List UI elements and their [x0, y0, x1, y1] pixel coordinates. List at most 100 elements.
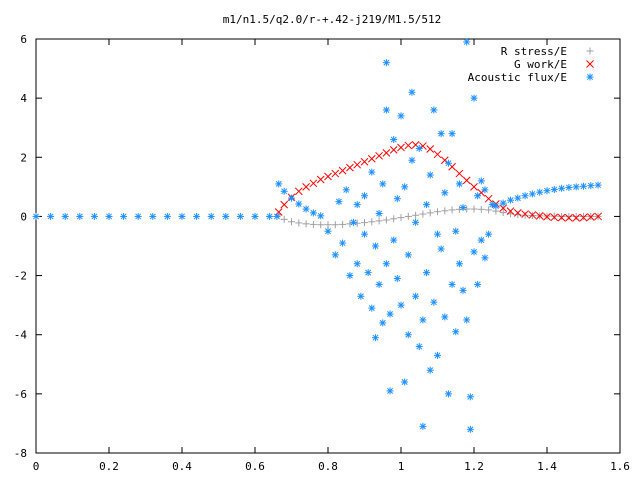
data-point	[477, 236, 485, 244]
data-point	[430, 298, 438, 306]
data-point	[448, 280, 456, 288]
y-tick-label: 4	[20, 92, 27, 105]
data-point	[401, 378, 409, 386]
data-point	[558, 184, 566, 192]
data-point	[437, 245, 445, 253]
data-point	[346, 272, 354, 280]
data-point	[360, 157, 369, 166]
data-point	[331, 251, 339, 259]
data-point	[266, 212, 274, 220]
data-point	[316, 175, 325, 184]
data-point	[434, 230, 441, 238]
data-point	[594, 181, 602, 189]
data-point	[441, 313, 449, 321]
data-point	[193, 212, 201, 220]
data-point	[335, 198, 343, 206]
data-point	[412, 292, 420, 300]
data-point	[76, 212, 84, 220]
data-point	[379, 180, 387, 188]
data-point	[433, 150, 442, 159]
data-point	[389, 146, 398, 154]
data-point	[382, 148, 391, 157]
data-layer	[32, 38, 602, 433]
data-point	[317, 221, 325, 229]
data-point	[375, 217, 383, 225]
data-point	[382, 106, 390, 114]
data-point	[572, 214, 581, 222]
data-point	[149, 212, 157, 220]
y-tick-label: -6	[14, 388, 27, 401]
axes: 0 0.2 0.4 0.6 0.8 1 1.2 1.4 1.6 -8 -6 -4 -2 0 2 4 6	[14, 33, 630, 473]
data-point	[485, 230, 493, 238]
data-point	[550, 212, 558, 220]
data-point	[441, 207, 449, 215]
data-point	[514, 194, 522, 202]
data-point	[339, 220, 347, 228]
data-point	[339, 239, 347, 247]
data-point	[513, 209, 522, 217]
data-point	[275, 180, 283, 188]
data-point	[536, 188, 544, 196]
y-tick-label: -2	[14, 270, 27, 283]
series-1	[274, 141, 602, 222]
data-point	[557, 213, 566, 222]
data-point	[419, 422, 427, 430]
data-point	[134, 212, 142, 220]
data-point	[324, 172, 332, 181]
data-point	[178, 212, 186, 220]
data-point	[565, 214, 573, 222]
data-point	[412, 218, 420, 226]
data-point	[441, 189, 449, 197]
data-point	[367, 154, 376, 163]
data-point	[361, 230, 368, 238]
data-point	[361, 219, 368, 227]
y-tick-label: -4	[14, 329, 28, 342]
data-point	[426, 366, 434, 374]
data-point	[488, 201, 496, 209]
x-tick-label: 1.2	[464, 460, 484, 473]
data-point	[423, 269, 431, 277]
y-tick-label: 2	[20, 151, 27, 164]
data-point	[587, 182, 595, 190]
data-point	[470, 205, 478, 213]
data-point	[430, 106, 438, 114]
data-point	[222, 212, 230, 220]
data-point	[346, 163, 354, 172]
data-point	[521, 192, 529, 200]
data-point	[521, 211, 529, 219]
data-point	[309, 179, 318, 188]
data-point	[375, 280, 383, 288]
data-point	[90, 212, 98, 220]
x-tick-label: 0.6	[245, 460, 265, 473]
data-point	[32, 212, 40, 220]
data-point	[528, 211, 537, 219]
data-point	[105, 212, 113, 220]
data-point	[594, 212, 602, 221]
data-point	[444, 159, 452, 167]
data-point	[353, 160, 362, 169]
data-point	[434, 351, 441, 359]
chart-title: m1/n1.5/q2.0/r-+.42-j219/M1.5/512	[223, 13, 442, 26]
data-point	[382, 216, 390, 224]
data-point	[361, 192, 368, 200]
data-point	[382, 260, 390, 268]
data-point	[371, 242, 379, 250]
data-point	[397, 214, 405, 222]
data-point	[294, 187, 303, 196]
data-point	[273, 212, 281, 220]
data-point	[463, 316, 471, 324]
data-point	[350, 218, 358, 226]
data-point	[375, 209, 383, 217]
data-point	[251, 212, 259, 220]
data-point	[484, 194, 493, 203]
data-point	[236, 212, 244, 220]
data-point	[506, 207, 515, 215]
data-point	[61, 212, 69, 220]
data-point	[572, 212, 580, 220]
y-tick-label: 6	[20, 33, 27, 46]
data-point	[288, 218, 295, 226]
data-point	[404, 251, 412, 259]
data-point	[280, 187, 288, 195]
legend-label: Acoustic flux/E	[468, 71, 567, 84]
data-point	[466, 393, 474, 401]
